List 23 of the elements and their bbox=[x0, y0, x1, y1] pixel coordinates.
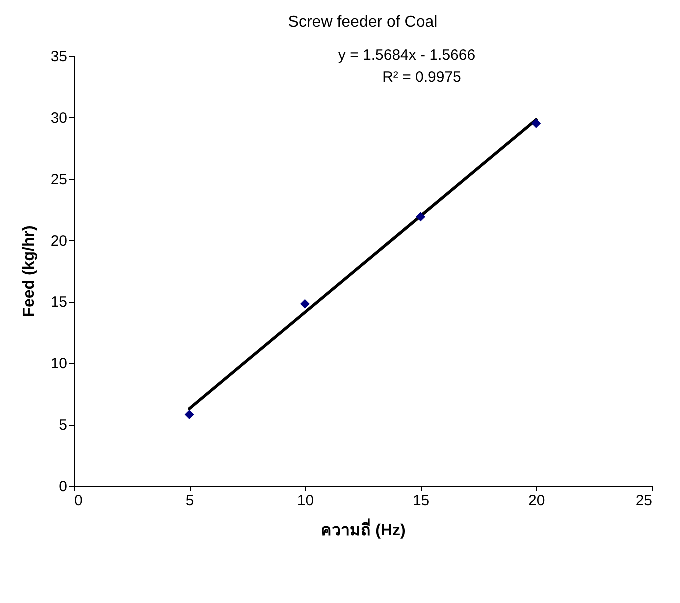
y-tick-label: 20 bbox=[50, 232, 68, 250]
y-tick-label: 0 bbox=[59, 478, 68, 496]
point bbox=[532, 118, 542, 128]
y-tick-label: 10 bbox=[50, 356, 68, 373]
x-tick-label: 25 bbox=[636, 492, 652, 510]
x-tick-label: 15 bbox=[412, 492, 430, 510]
chart-title: Screw feeder of Coal bbox=[288, 14, 438, 31]
annotation: y = 1.5684x - 1.5666 bbox=[338, 47, 476, 64]
x-tick-label: 10 bbox=[297, 492, 314, 510]
x-tick-label: 5 bbox=[186, 492, 194, 510]
y-tick-label: 35 bbox=[50, 48, 68, 66]
y-axis-title: Feed (kg/hr) bbox=[20, 226, 38, 318]
point bbox=[416, 212, 426, 222]
x-axis-title: ความถี่ (Hz) bbox=[321, 518, 406, 540]
point bbox=[184, 410, 194, 420]
point bbox=[300, 299, 310, 309]
y-tick-label: 25 bbox=[50, 171, 68, 188]
annotation: R² = 0.9975 bbox=[382, 69, 462, 86]
x-tick-label: 0 bbox=[74, 492, 83, 510]
y-tick-label: 30 bbox=[50, 110, 68, 127]
y-tick-label: 5 bbox=[59, 417, 68, 434]
x-tick-label: 20 bbox=[528, 492, 546, 510]
y-tick-label: 15 bbox=[50, 294, 68, 312]
